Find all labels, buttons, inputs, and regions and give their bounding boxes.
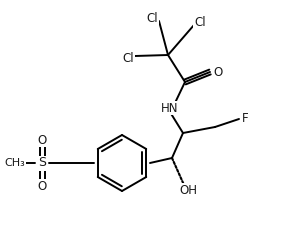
- Text: S: S: [38, 156, 46, 169]
- Text: HN: HN: [161, 101, 179, 114]
- Text: O: O: [37, 180, 47, 193]
- Text: Cl: Cl: [146, 11, 158, 25]
- Text: O: O: [37, 134, 47, 147]
- Text: Cl: Cl: [122, 52, 134, 65]
- Text: Cl: Cl: [194, 16, 206, 28]
- Text: O: O: [213, 65, 223, 79]
- Text: F: F: [242, 112, 248, 125]
- Text: CH₃: CH₃: [5, 158, 26, 168]
- Text: OH: OH: [179, 183, 197, 196]
